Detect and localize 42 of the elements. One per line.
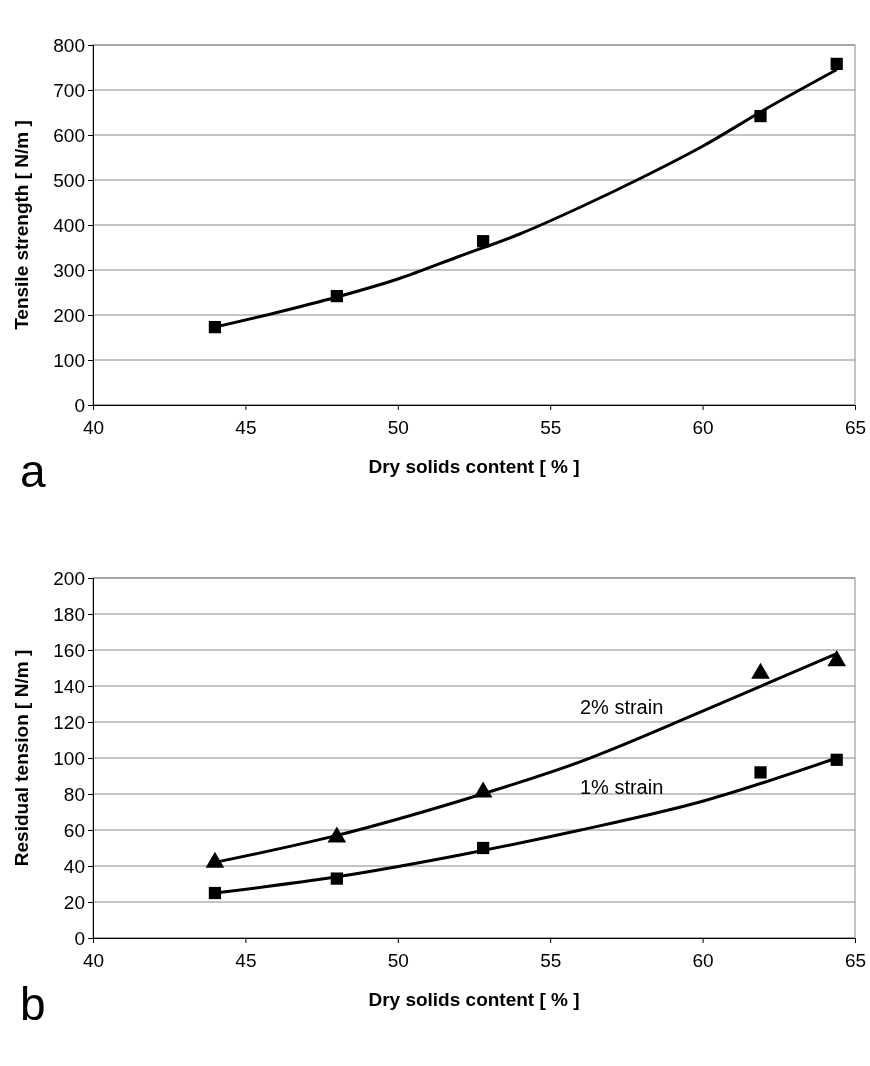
x-tick-label: 60 xyxy=(692,416,714,438)
point xyxy=(830,57,843,71)
y-tick-label: 20 xyxy=(63,891,85,913)
x-tick-label: 65 xyxy=(844,416,867,438)
x-tick-label: 55 xyxy=(540,416,562,438)
point xyxy=(827,650,847,667)
x-axis-title: Dry solids content [ % ] xyxy=(368,456,580,477)
x-tick-label: 45 xyxy=(235,416,257,438)
y-tick-label: 100 xyxy=(53,747,85,769)
y-tick-label: 700 xyxy=(53,79,85,101)
y-tick-label: 40 xyxy=(63,855,85,877)
series-label: 1% strain xyxy=(579,775,664,798)
x-tick-label: 45 xyxy=(235,949,257,971)
y-axis-title: Residual tension [ N/m ] xyxy=(11,649,32,867)
y-tick-label: 100 xyxy=(53,349,85,371)
x-tick-label: 50 xyxy=(387,416,409,438)
y-tick-label: 80 xyxy=(63,783,85,805)
x-tick-label: 55 xyxy=(540,949,562,971)
y-tick-label: 0 xyxy=(74,394,85,416)
y-axis-title: Tensile strength [ N/m ] xyxy=(11,120,32,330)
y-tick-label: 600 xyxy=(53,124,85,146)
y-tick-label: 180 xyxy=(53,603,85,625)
x-axis-title: Dry solids content [ % ] xyxy=(368,989,580,1010)
x-tick-label: 50 xyxy=(387,949,409,971)
text: b xyxy=(20,978,46,1030)
y-tick-label: 200 xyxy=(53,304,85,326)
y-tick-label: 160 xyxy=(53,639,85,661)
y-tick-label: 400 xyxy=(53,214,85,236)
y-tick-label: 800 xyxy=(53,34,85,56)
point xyxy=(754,766,767,779)
y-tick-label: 140 xyxy=(53,675,85,697)
x-tick-label: 65 xyxy=(844,949,867,971)
y-tick-label: 0 xyxy=(74,927,85,949)
y-tick-label: 120 xyxy=(53,711,85,733)
y-tick-label: 500 xyxy=(53,169,85,191)
y-tick-label: 60 xyxy=(63,819,85,841)
series-label: 2% strain xyxy=(579,696,664,719)
y-tick-label: 200 xyxy=(53,567,85,589)
y-tick-label: 300 xyxy=(53,259,85,281)
text: a xyxy=(20,445,46,497)
point xyxy=(751,662,770,679)
x-tick-label: 60 xyxy=(692,949,714,971)
